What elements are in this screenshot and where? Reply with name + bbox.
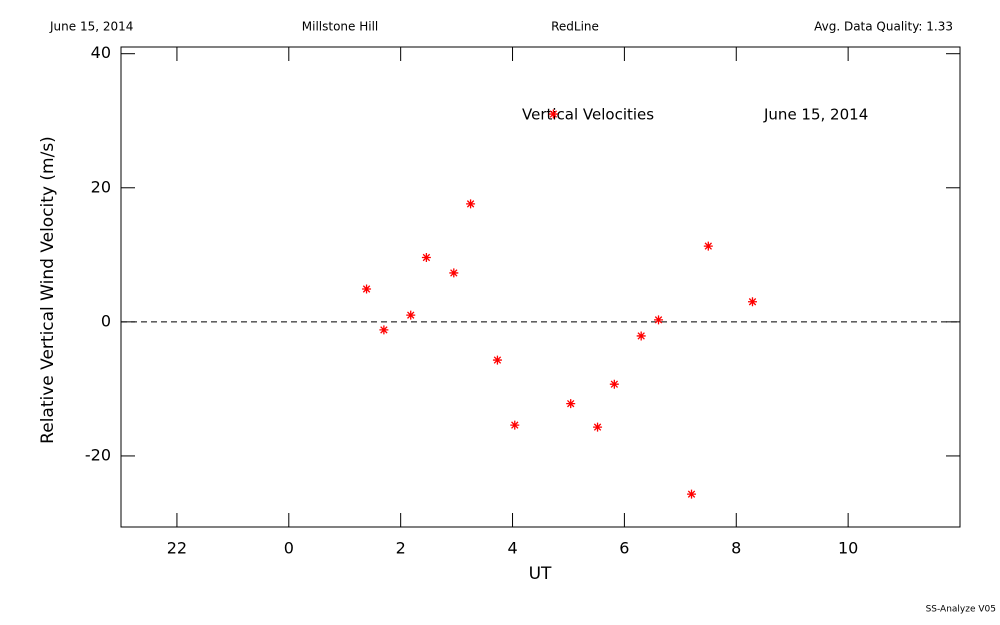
header-date: June 15, 2014 xyxy=(49,20,133,34)
x-axis-label: UT xyxy=(529,564,552,584)
x-tick-label: 2 xyxy=(396,539,406,558)
annotation: June 15, 2014 xyxy=(763,106,868,124)
data-point xyxy=(566,399,576,409)
y-tick-label: 20 xyxy=(91,177,111,196)
x-tick-label: 6 xyxy=(619,539,629,558)
header-quality: Avg. Data Quality: 1.33 xyxy=(814,20,953,34)
header-instrument: RedLine xyxy=(551,20,599,34)
data-point xyxy=(406,310,416,320)
data-point xyxy=(636,331,646,341)
x-tick-label: 0 xyxy=(284,539,294,558)
plot-frame xyxy=(120,46,961,528)
y-axis-label: Relative Vertical Wind Velocity (m/s) xyxy=(38,136,58,444)
data-point xyxy=(449,268,459,278)
y-tick-label: 0 xyxy=(101,311,111,330)
data-point xyxy=(687,489,697,499)
data-point xyxy=(609,379,619,389)
footer: SS-Analyze V05 xyxy=(926,605,996,615)
data-point xyxy=(703,241,713,251)
data-point xyxy=(492,355,502,365)
header-site: Millstone Hill xyxy=(302,20,378,34)
data-point xyxy=(362,284,372,294)
data-point xyxy=(593,422,603,432)
annotation: Vertical Velocities xyxy=(522,106,654,124)
x-tick-label: 8 xyxy=(731,539,741,558)
data-point xyxy=(421,253,431,263)
x-tick-label: 4 xyxy=(507,539,517,558)
y-tick-label: -20 xyxy=(85,445,111,464)
data-point xyxy=(379,325,389,335)
data-point xyxy=(510,420,520,430)
data-point xyxy=(747,297,757,307)
x-tick-label: 10 xyxy=(838,539,858,558)
y-tick-label: 40 xyxy=(91,43,111,62)
data-point xyxy=(466,199,476,209)
x-tick-label: 22 xyxy=(167,539,187,558)
data-point xyxy=(548,109,558,119)
data-point xyxy=(654,315,664,325)
